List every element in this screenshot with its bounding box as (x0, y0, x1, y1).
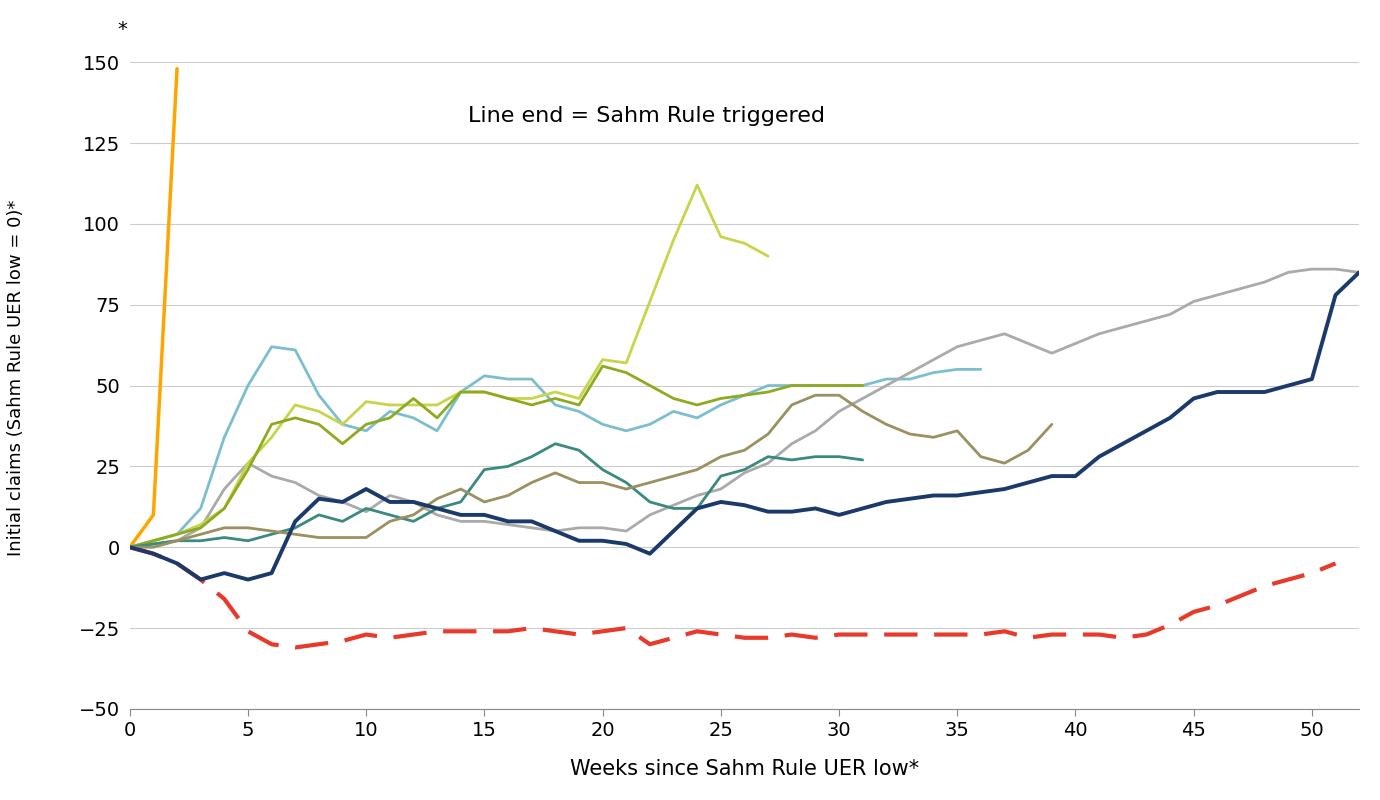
Text: Line end = Sahm Rule triggered: Line end = Sahm Rule triggered (468, 106, 825, 126)
X-axis label: Weeks since Sahm Rule UER low*: Weeks since Sahm Rule UER low* (570, 759, 919, 779)
Text: *: * (117, 20, 127, 39)
Y-axis label: Initial claims (Sahm Rule UER low = 0)*: Initial claims (Sahm Rule UER low = 0)* (7, 199, 25, 556)
